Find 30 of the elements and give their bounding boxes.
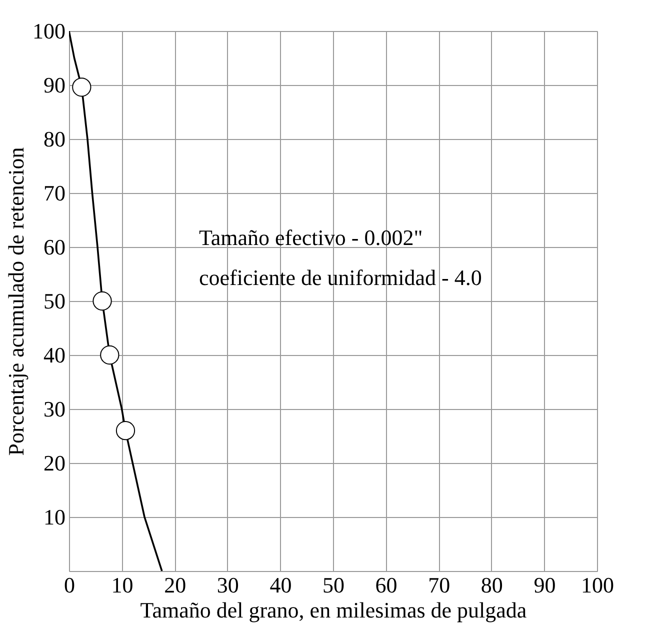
y-tick-label: 60	[44, 234, 66, 260]
y-tick-label: 30	[44, 396, 66, 422]
y-axis-title: Porcentaje acumulado de retencion	[4, 147, 28, 456]
x-tick-label: 70	[428, 572, 450, 598]
x-tick-label: 60	[375, 572, 398, 598]
y-tick-label: 40	[44, 342, 66, 368]
x-tick-label: 100	[581, 572, 614, 598]
y-tick-label: 90	[44, 72, 66, 98]
x-tick-label: 40	[270, 572, 292, 598]
y-tick-label: 80	[44, 126, 66, 152]
annotation: coeficiente de uniformidad - 4.0	[199, 265, 482, 290]
x-tick-label: 10	[111, 572, 134, 598]
point	[116, 421, 136, 440]
y-tick-label: 50	[44, 288, 66, 314]
annotation: Tamaño efectivo - 0.002"	[199, 225, 423, 250]
x-tick-label: 20	[164, 572, 186, 598]
y-tick-label: 70	[44, 180, 66, 206]
y-tick-label: 10	[44, 504, 66, 530]
x-tick-label: 30	[216, 572, 239, 598]
y-tick-label: 20	[44, 450, 66, 476]
x-axis-title: Tamaño del grano, en milesimas de pulgada	[140, 598, 527, 622]
line-series	[69, 31, 163, 571]
x-tick-label: 50	[322, 572, 344, 598]
x-tick-label: 0	[64, 572, 75, 598]
point	[72, 78, 92, 97]
point	[92, 291, 112, 311]
x-tick-label: 90	[534, 572, 556, 598]
y-tick-label: 100	[32, 18, 66, 44]
point	[100, 345, 120, 365]
x-tick-label: 80	[480, 572, 503, 598]
